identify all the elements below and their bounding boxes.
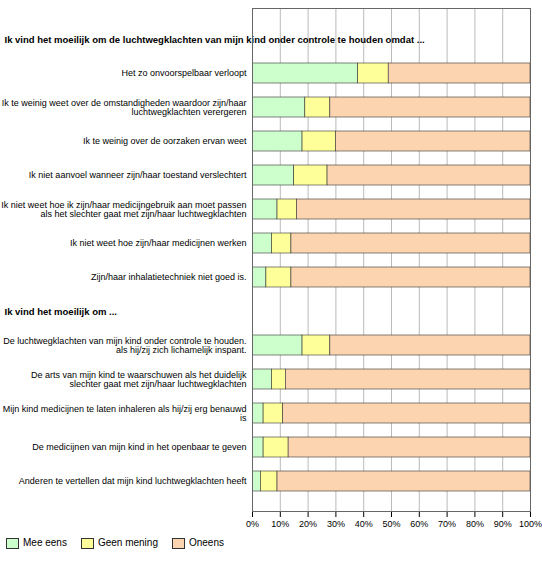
svg-text:Ik te weinig over de oorzaken: Ik te weinig over de oorzaken ervan weet xyxy=(83,136,247,146)
svg-text:De medicijnen van mijn kind in: De medicijnen van mijn kind in het openb… xyxy=(32,442,246,452)
html-text:Geen mening: Geen mening xyxy=(97,537,158,548)
svg-text:80%: 80% xyxy=(466,519,484,529)
svg-text:90%: 90% xyxy=(494,519,512,529)
svg-text:Ik niet aanvoel wanneer zijn/h: Ik niet aanvoel wanneer zijn/haar toesta… xyxy=(29,170,247,180)
svg-text:70%: 70% xyxy=(438,519,456,529)
svg-text:Het zo onvoorspelbaar verloopt: Het zo onvoorspelbaar verloopt xyxy=(121,68,247,78)
svg-text:De arts van mijn kind te waars: De arts van mijn kind te waarschuwen als… xyxy=(31,370,247,389)
svg-text:Anderen te vertellen dat mijn: Anderen te vertellen dat mijn kind lucht… xyxy=(19,476,247,486)
svg-text:100%: 100% xyxy=(519,519,542,529)
svg-text:20%: 20% xyxy=(299,519,317,529)
svg-text:0%: 0% xyxy=(246,519,259,529)
svg-text:De luchtwegklachten van mijn k: De luchtwegklachten van mijn kind onder … xyxy=(3,336,246,355)
svg-text:Zijn/haar inhalatietechniek ni: Zijn/haar inhalatietechniek niet goed is… xyxy=(91,272,247,282)
svg-text:10%: 10% xyxy=(271,519,289,529)
svg-text:Ik vind het moeilijk om ...: Ik vind het moeilijk om ... xyxy=(5,306,117,317)
svg-text:30%: 30% xyxy=(327,519,345,529)
svg-text:Ik te weinig weet over de omst: Ik te weinig weet over de omstandigheden… xyxy=(2,98,247,117)
svg-text:Ik vind het moeilijk om de luc: Ik vind het moeilijk om de luchtwegklach… xyxy=(5,34,425,45)
svg-text:40%: 40% xyxy=(355,519,373,529)
html-text:Oneens: Oneens xyxy=(189,537,224,548)
svg-text:Mijn kind medicijnen te laten: Mijn kind medicijnen te laten inhaleren … xyxy=(3,404,247,423)
html-text:Mee eens: Mee eens xyxy=(23,537,67,548)
svg-text:Ik niet weet hoe zijn/haar med: Ik niet weet hoe zijn/haar medicijnen we… xyxy=(70,238,247,248)
svg-text:50%: 50% xyxy=(382,519,400,529)
svg-text:Ik niet weet hoe ik zijn/haar: Ik niet weet hoe ik zijn/haar medicijnge… xyxy=(1,200,246,219)
svg-text:60%: 60% xyxy=(410,519,428,529)
